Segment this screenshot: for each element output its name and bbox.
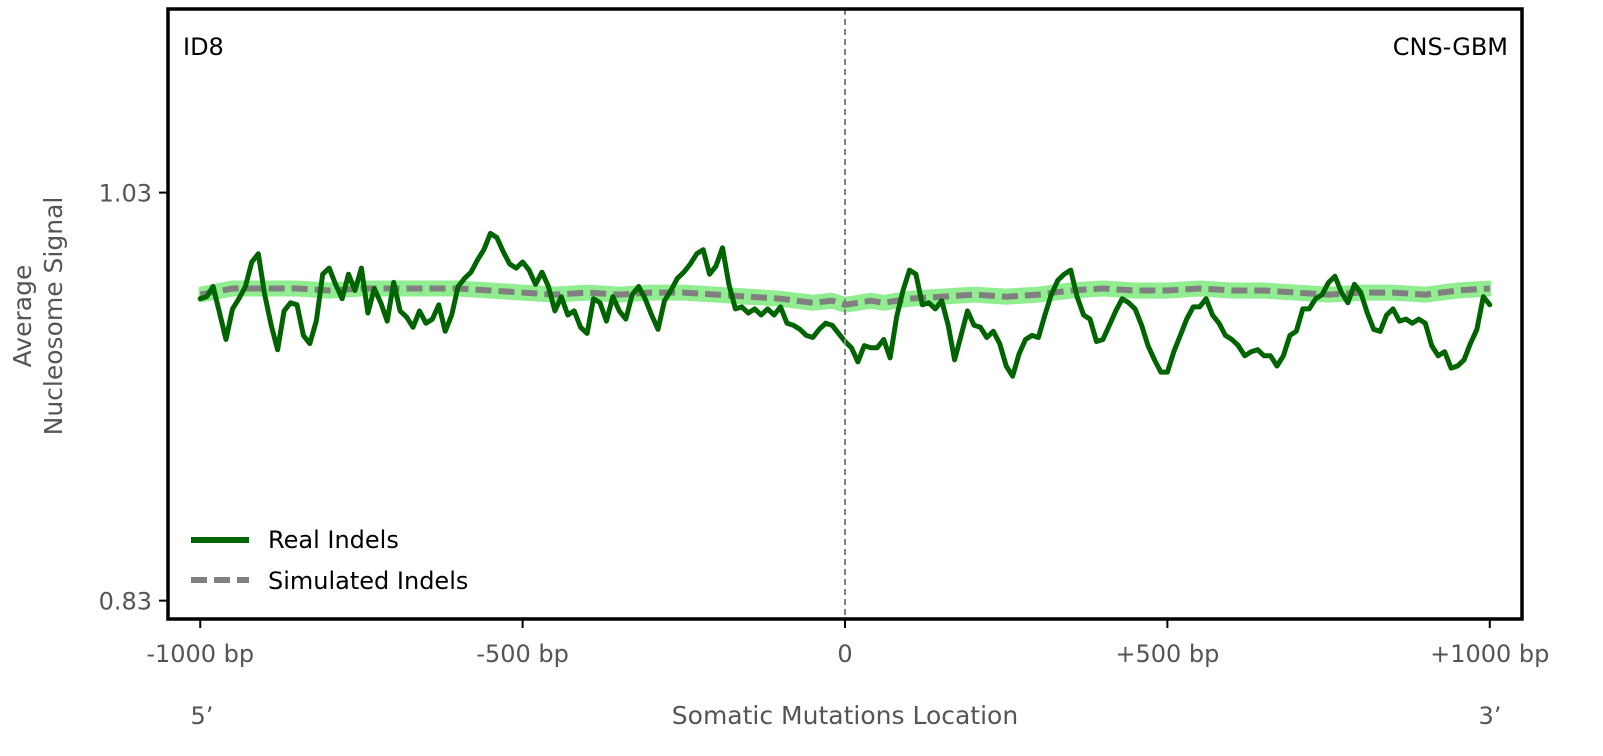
- x-tick-label: -500 bp: [476, 640, 569, 668]
- chart-corner-label-right: CNS-GBM: [1393, 33, 1508, 61]
- legend-label-simulated-indels: Simulated Indels: [268, 567, 468, 595]
- y-ticks-layer: 0.83 1.03: [99, 180, 168, 616]
- simulated-indels-line: [199, 285, 1490, 308]
- y-tick-label: 0.83: [99, 588, 152, 616]
- x-tick-label: 0: [837, 640, 852, 668]
- legend: Real Indels Simulated Indels: [191, 526, 468, 595]
- y-axis-title-line-1: Average: [8, 265, 37, 368]
- x-axis-title: Somatic Mutations Location: [672, 701, 1018, 730]
- y-tick-label: 1.03: [99, 180, 152, 208]
- x-ticks-layer: -1000 bp -500 bp 0 +500 bp +1000 bp: [146, 619, 1549, 668]
- simulated-line-layer: [199, 285, 1490, 308]
- five-prime-label: 5’: [191, 702, 214, 730]
- x-tick-label: +1000 bp: [1430, 640, 1549, 668]
- y-axis-title-line-2: Nucleosome Signal: [39, 197, 68, 436]
- x-tick-label: +500 bp: [1115, 640, 1219, 668]
- legend-label-real-indels: Real Indels: [268, 526, 399, 554]
- three-prime-label: 3’: [1479, 702, 1502, 730]
- chart-corner-label-left: ID8: [183, 33, 224, 61]
- x-tick-label: -1000 bp: [146, 640, 254, 668]
